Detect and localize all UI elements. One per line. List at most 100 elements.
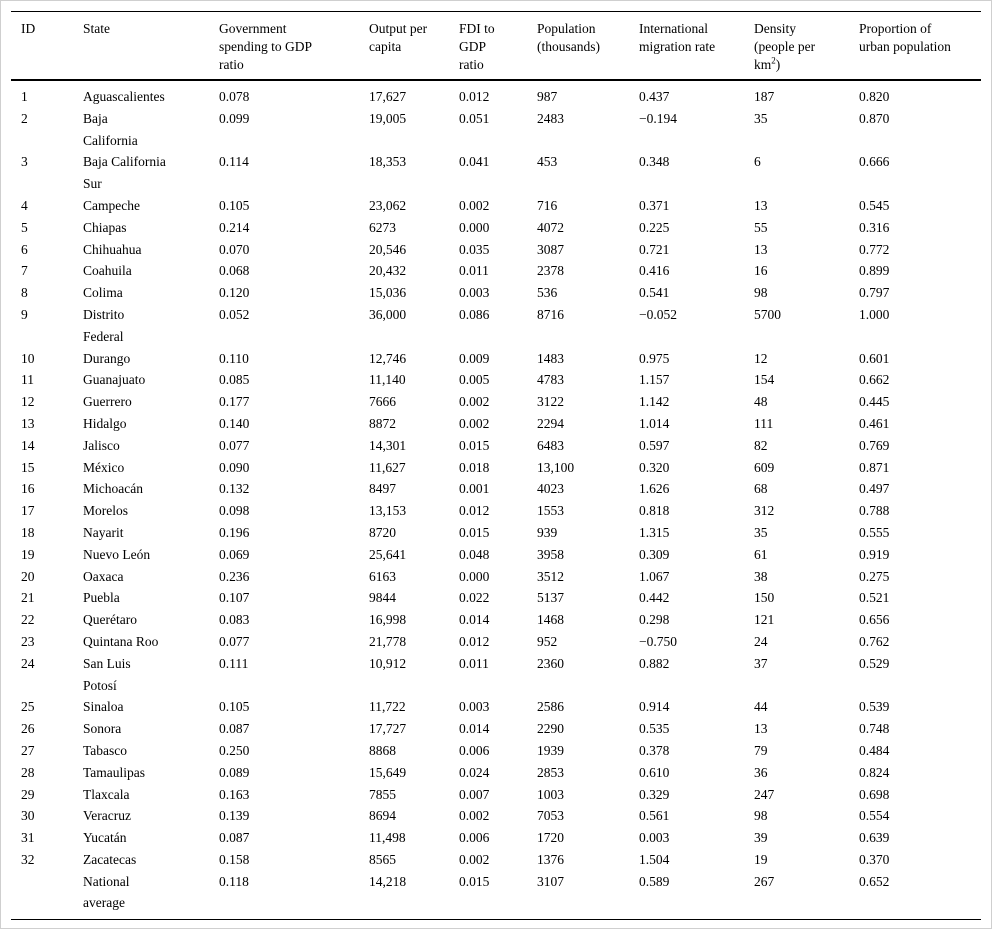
cell-gov-spending-gdp: 0.118 bbox=[219, 873, 249, 889]
cell-population-thousands: 2378 bbox=[537, 263, 564, 279]
cell-density: 121 bbox=[754, 612, 775, 628]
table-row: 23 Quintana Roo 0.077 21,778 0.012 952 −… bbox=[11, 631, 981, 653]
cell-population-thousands: 1376 bbox=[537, 851, 564, 867]
cell-state: Aguascalientes bbox=[83, 89, 165, 104]
cell-population-thousands: 7053 bbox=[537, 808, 564, 824]
cell-fdi-gdp: 0.041 bbox=[459, 154, 490, 170]
cell-gov-spending-gdp: 0.120 bbox=[219, 285, 250, 301]
cell-state: Tabasco bbox=[83, 742, 128, 758]
col-header-intl-migration-rate: International migration rate bbox=[639, 11, 754, 81]
cell-state: Veracruz bbox=[83, 808, 131, 824]
cell-intl-migration-rate: 0.535 bbox=[639, 721, 670, 737]
cell-gov-spending-gdp: 0.077 bbox=[219, 437, 250, 453]
cell-population-thousands: 1939 bbox=[537, 742, 564, 758]
cell-gov-spending-gdp: 0.107 bbox=[219, 590, 250, 606]
cell-density: 48 bbox=[754, 394, 768, 410]
cell-density: 98 bbox=[754, 808, 768, 824]
table-row: 4 Campeche 0.105 23,062 0.002 716 0.371 … bbox=[11, 195, 981, 217]
cell-urban-proportion: 0.748 bbox=[859, 721, 890, 737]
cell-fdi-gdp: 0.002 bbox=[459, 808, 490, 824]
cell-density: 55 bbox=[754, 219, 768, 235]
cell-id: 30 bbox=[21, 808, 35, 824]
cell-output-per-capita: 7666 bbox=[369, 394, 396, 410]
cell-density: 24 bbox=[754, 633, 768, 649]
cell-gov-spending-gdp: 0.177 bbox=[219, 394, 250, 410]
col-header-id: ID bbox=[11, 11, 83, 81]
cell-urban-proportion: 0.762 bbox=[859, 633, 890, 649]
cell-id: 17 bbox=[21, 503, 35, 519]
cell-output-per-capita: 16,998 bbox=[369, 612, 407, 628]
col-header-gov-spending-gdp: Government spending to GDP ratio bbox=[219, 11, 369, 81]
cell-output-per-capita: 17,627 bbox=[369, 89, 407, 104]
cell-gov-spending-gdp: 0.098 bbox=[219, 503, 250, 519]
cell-population-thousands: 5137 bbox=[537, 590, 564, 606]
cell-fdi-gdp: 0.007 bbox=[459, 786, 490, 802]
cell-urban-proportion: 1.000 bbox=[859, 306, 890, 322]
cell-id: 15 bbox=[21, 459, 35, 475]
cell-urban-proportion: 0.871 bbox=[859, 459, 890, 475]
cell-output-per-capita: 11,498 bbox=[369, 830, 406, 846]
cell-population-thousands: 1720 bbox=[537, 830, 564, 846]
cell-density: 6 bbox=[754, 154, 761, 170]
cell-intl-migration-rate: 0.416 bbox=[639, 263, 670, 279]
cell-urban-proportion: 0.554 bbox=[859, 808, 890, 824]
cell-density: 79 bbox=[754, 742, 768, 758]
cell-state: Durango bbox=[83, 350, 131, 366]
cell-state: Morelos bbox=[83, 503, 128, 519]
table-row: 27 Tabasco 0.250 8868 0.006 1939 0.378 7… bbox=[11, 740, 981, 762]
cell-density: 609 bbox=[754, 459, 775, 475]
cell-population-thousands: 3512 bbox=[537, 568, 564, 584]
cell-output-per-capita: 8565 bbox=[369, 851, 396, 867]
table-row: 1 Aguascalientes 0.078 17,627 0.012 987 … bbox=[11, 80, 981, 108]
cell-output-per-capita: 8720 bbox=[369, 524, 396, 540]
cell-state: Baja California Sur bbox=[83, 154, 166, 192]
cell-output-per-capita: 17,727 bbox=[369, 721, 407, 737]
table-row: 12 Guerrero 0.177 7666 0.002 3122 1.142 … bbox=[11, 391, 981, 413]
cell-gov-spending-gdp: 0.089 bbox=[219, 764, 250, 780]
cell-density: 36 bbox=[754, 764, 768, 780]
cell-output-per-capita: 8872 bbox=[369, 415, 396, 431]
cell-urban-proportion: 0.899 bbox=[859, 263, 890, 279]
cell-intl-migration-rate: 0.589 bbox=[639, 873, 670, 889]
table-row: 17 Morelos 0.098 13,153 0.012 1553 0.818… bbox=[11, 500, 981, 522]
cell-id: 16 bbox=[21, 481, 35, 497]
table-row: 14 Jalisco 0.077 14,301 0.015 6483 0.597… bbox=[11, 435, 981, 457]
table-row: 19 Nuevo León 0.069 25,641 0.048 3958 0.… bbox=[11, 544, 981, 566]
cell-gov-spending-gdp: 0.114 bbox=[219, 154, 249, 170]
col-header-state: State bbox=[83, 11, 219, 81]
cell-population-thousands: 3087 bbox=[537, 241, 564, 257]
cell-id: 20 bbox=[21, 568, 35, 584]
cell-fdi-gdp: 0.012 bbox=[459, 503, 490, 519]
cell-id: 9 bbox=[21, 306, 28, 322]
cell-population-thousands: 2360 bbox=[537, 655, 564, 671]
cell-intl-migration-rate: 0.914 bbox=[639, 699, 670, 715]
cell-gov-spending-gdp: 0.250 bbox=[219, 742, 250, 758]
cell-urban-proportion: 0.788 bbox=[859, 503, 890, 519]
cell-gov-spending-gdp: 0.196 bbox=[219, 524, 250, 540]
cell-density: 13 bbox=[754, 241, 768, 257]
table-row: 2 Baja California 0.099 19,005 0.051 248… bbox=[11, 108, 981, 152]
cell-intl-migration-rate: 0.225 bbox=[639, 219, 670, 235]
cell-density: 35 bbox=[754, 110, 768, 126]
cell-intl-migration-rate: 0.298 bbox=[639, 612, 670, 628]
cell-intl-migration-rate: 0.610 bbox=[639, 764, 670, 780]
cell-fdi-gdp: 0.006 bbox=[459, 742, 490, 758]
cell-gov-spending-gdp: 0.163 bbox=[219, 786, 250, 802]
cell-urban-proportion: 0.820 bbox=[859, 89, 890, 104]
table-row: 8 Colima 0.120 15,036 0.003 536 0.541 98… bbox=[11, 282, 981, 304]
cell-fdi-gdp: 0.000 bbox=[459, 219, 490, 235]
cell-gov-spending-gdp: 0.105 bbox=[219, 699, 250, 715]
table-row: 7 Coahuila 0.068 20,432 0.011 2378 0.416… bbox=[11, 260, 981, 282]
cell-population-thousands: 987 bbox=[537, 89, 558, 104]
cell-population-thousands: 6483 bbox=[537, 437, 564, 453]
cell-id: 11 bbox=[21, 372, 34, 388]
cell-intl-migration-rate: 0.442 bbox=[639, 590, 670, 606]
cell-population-thousands: 2853 bbox=[537, 764, 564, 780]
cell-state: Guanajuato bbox=[83, 372, 146, 388]
cell-urban-proportion: 0.919 bbox=[859, 546, 890, 562]
cell-state: Querétaro bbox=[83, 612, 137, 628]
table-row: 30 Veracruz 0.139 8694 0.002 7053 0.561 … bbox=[11, 805, 981, 827]
cell-urban-proportion: 0.656 bbox=[859, 612, 890, 628]
cell-intl-migration-rate: 0.818 bbox=[639, 503, 670, 519]
